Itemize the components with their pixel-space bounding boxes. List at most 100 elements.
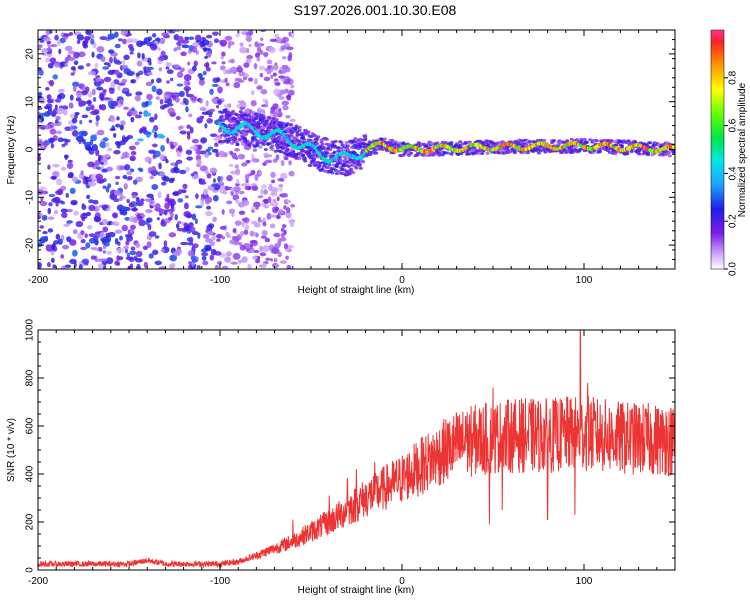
heatmap-noise-cell	[111, 221, 115, 225]
heatmap-spread-cell	[337, 169, 342, 173]
heatmap-spread-cell	[313, 134, 318, 138]
heatmap-noise-cell	[136, 40, 144, 48]
heatmap-spread-cell	[350, 163, 355, 167]
heatmap-noise-cell	[279, 186, 283, 192]
heatmap-noise-cell	[95, 247, 99, 251]
heatmap-noise-cell	[239, 190, 245, 195]
heatmap-noise-cell	[281, 64, 289, 69]
heatmap-noise-cell	[288, 170, 295, 177]
heatmap-noise-cell	[88, 233, 96, 238]
heatmap-noise-cell	[111, 100, 119, 107]
heatmap-noise-cell	[78, 83, 84, 89]
heatmap-noise-cell	[129, 51, 134, 55]
heatmap-noise-cell	[211, 97, 219, 103]
heatmap-noise-cell	[54, 34, 59, 41]
heatmap-noise-cell	[277, 240, 282, 247]
heatmap-noise-cell	[260, 188, 264, 196]
heatmap-spread-cell	[262, 132, 267, 136]
heatmap-noise-cell	[205, 67, 211, 72]
heatmap-spread-cell	[293, 140, 298, 144]
snr-plot-area	[38, 330, 675, 569]
heatmap-spread-cell	[234, 140, 239, 144]
heatmap-noise-cell	[47, 228, 54, 233]
heatmap-noise-cell	[225, 231, 230, 238]
heatmap-noise-cell	[98, 105, 103, 110]
heatmap-noise-cell	[47, 137, 56, 143]
heatmap-spread-cell	[292, 129, 297, 133]
heatmap-noise-cell	[94, 159, 100, 166]
heatmap-spread-cell	[328, 152, 333, 156]
heatmap-noise-cell	[54, 119, 59, 124]
heatmap-noise-cell	[124, 217, 131, 221]
heatmap-noise-cell	[174, 214, 178, 221]
heatmap-noise-cell	[189, 145, 197, 150]
heatmap-noise-cell	[121, 224, 128, 232]
heatmap-noise-cell	[211, 234, 216, 241]
heatmap-noise-cell	[273, 257, 278, 263]
heatmap-noise-cell	[249, 239, 258, 244]
heatmap-noise-cell	[247, 186, 252, 191]
heatmap-noise-cell	[186, 133, 191, 140]
heatmap-spread-cell	[247, 143, 252, 147]
heatmap-noise-cell	[282, 105, 289, 111]
heatmap-noise-cell	[145, 81, 153, 87]
heatmap-noise-cell	[102, 226, 109, 233]
heatmap-noise-cell	[211, 61, 217, 65]
heatmap-noise-cell	[89, 104, 95, 111]
heatmap-noise-cell	[80, 246, 87, 251]
heatmap-noise-cell	[78, 263, 83, 269]
heatmap-noise-cell	[240, 183, 247, 187]
heatmap-noise-cell	[129, 250, 137, 256]
heatmap-spread-cell	[267, 116, 272, 120]
heatmap-noise-cell	[65, 192, 69, 198]
heatmap-noise-cell	[69, 94, 74, 101]
heatmap-spread-cell	[274, 118, 279, 122]
heatmap-noise-cell	[87, 161, 96, 168]
heatmap-noise-cell	[43, 124, 52, 130]
heatmap-noise-cell	[127, 44, 134, 49]
heatmap-noise-cell	[149, 41, 154, 48]
heatmap-noise-cell	[269, 214, 277, 218]
heatmap-noise-cell	[152, 143, 158, 148]
heatmap-spread-cell	[315, 137, 320, 141]
heatmap-noise-cell	[205, 50, 212, 58]
heatmap-noise-cell	[38, 154, 41, 161]
heatmap-spread-cell	[325, 137, 330, 141]
heatmap-spread-cell	[629, 149, 634, 153]
heatmap-noise-cell	[82, 41, 87, 48]
heatmap-noise-cell	[239, 42, 244, 47]
heatmap-noise-cell	[274, 206, 280, 212]
heatmap-noise-cell	[278, 75, 286, 79]
heatmap-noise-cell	[211, 183, 218, 188]
heatmap-noise-cell	[175, 223, 180, 229]
heatmap-noise-cell	[114, 69, 120, 76]
heatmap-noise-cell	[217, 181, 225, 186]
heatmap-noise-cell	[201, 255, 207, 261]
heatmap-noise-cell	[241, 199, 250, 206]
colorbar-tick-label: 0.4	[728, 166, 739, 180]
heatmap-noise-cell	[209, 241, 216, 247]
heatmap-noise-cell	[67, 174, 72, 179]
heatmap-noise-cell	[50, 175, 57, 180]
heatmap-noise-cell	[201, 252, 209, 257]
heatmap-spread-cell	[358, 139, 363, 143]
heatmap-noise-cell	[159, 98, 164, 105]
heatmap-noise-cell	[207, 146, 214, 150]
heatmap-noise-cell	[80, 170, 84, 176]
snr-y-axis-label: SNR (10 * v/v)	[6, 418, 17, 482]
heatmap-noise-cell	[204, 123, 208, 129]
heatmap-noise-cell	[123, 54, 130, 61]
heatmap-noise-cell	[229, 67, 233, 74]
heatmap-noise-cell	[287, 54, 292, 62]
heatmap-spread-cell	[248, 141, 253, 145]
heatmap-noise-cell	[38, 262, 42, 269]
heatmap-noise-cell	[275, 154, 280, 161]
heatmap-noise-cell	[136, 60, 143, 67]
spectrogram-heatmap	[38, 30, 675, 269]
heatmap-noise-cell	[280, 227, 285, 232]
heatmap-noise-cell	[57, 188, 64, 196]
heatmap-spread-cell	[297, 139, 302, 143]
heatmap-noise-cell	[191, 259, 198, 263]
heatmap-spread-cell	[415, 151, 420, 155]
